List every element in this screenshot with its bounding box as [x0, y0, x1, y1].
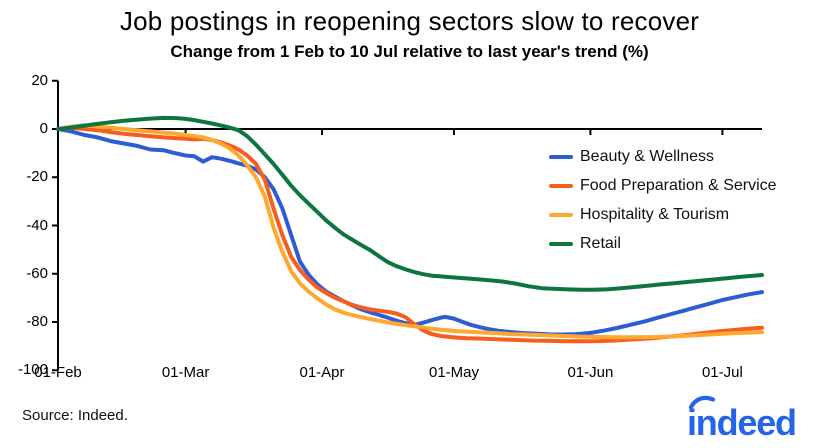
legend-item: Food Preparation & Service	[549, 177, 777, 194]
legend-item: Retail	[549, 235, 777, 252]
y-tick-label: 20	[31, 71, 48, 89]
x-tick-label: 01-May	[428, 364, 480, 381]
legend-label: Retail	[580, 235, 621, 252]
y-tick-label: -100	[17, 361, 48, 379]
logo-wordmark: indeed	[687, 402, 796, 443]
legend-label: Food Preparation & Service	[580, 177, 777, 194]
x-tick-label: 01-Jun	[567, 364, 614, 381]
series-line-food-preparation-service	[56, 125, 764, 344]
logo-swoosh-icon	[688, 395, 716, 410]
legend-label: Beauty & Wellness	[580, 148, 714, 165]
series-line-retail	[56, 115, 764, 292]
x-tick-label: 01-Feb	[34, 364, 82, 381]
y-tick-label: 0	[39, 120, 48, 137]
legend-item: Hospitality & Tourism	[549, 206, 777, 223]
legend-swatch	[549, 241, 573, 247]
x-tick-label: 01-Jul	[701, 364, 743, 381]
chart-title: Job postings in reopening sectors slow t…	[119, 6, 700, 36]
source-note: Source: Indeed.	[22, 407, 128, 424]
legend-swatch	[549, 183, 573, 189]
y-tick-label: -20	[26, 168, 48, 186]
series-line-beauty-wellness	[56, 127, 764, 337]
legend: Beauty & Wellness Food Preparation & Serv…	[549, 148, 777, 265]
y-tick-label: -60	[26, 264, 48, 282]
y-tick-label: -40	[26, 216, 48, 234]
legend-swatch	[549, 212, 573, 218]
indeed-logo: indeed	[687, 395, 797, 443]
legend-label: Hospitality & Tourism	[580, 206, 730, 223]
legend-swatch	[549, 154, 573, 160]
x-tick-label: 01-Mar	[161, 364, 210, 381]
y-tick-label: -80	[26, 313, 48, 330]
legend-item: Beauty & Wellness	[549, 148, 777, 165]
chart-subtitle: Change from 1 Feb to 10 Jul relative to …	[170, 42, 649, 61]
x-tick-label: 01-Apr	[299, 364, 345, 381]
series-line-hospitality-tourism	[56, 123, 764, 340]
